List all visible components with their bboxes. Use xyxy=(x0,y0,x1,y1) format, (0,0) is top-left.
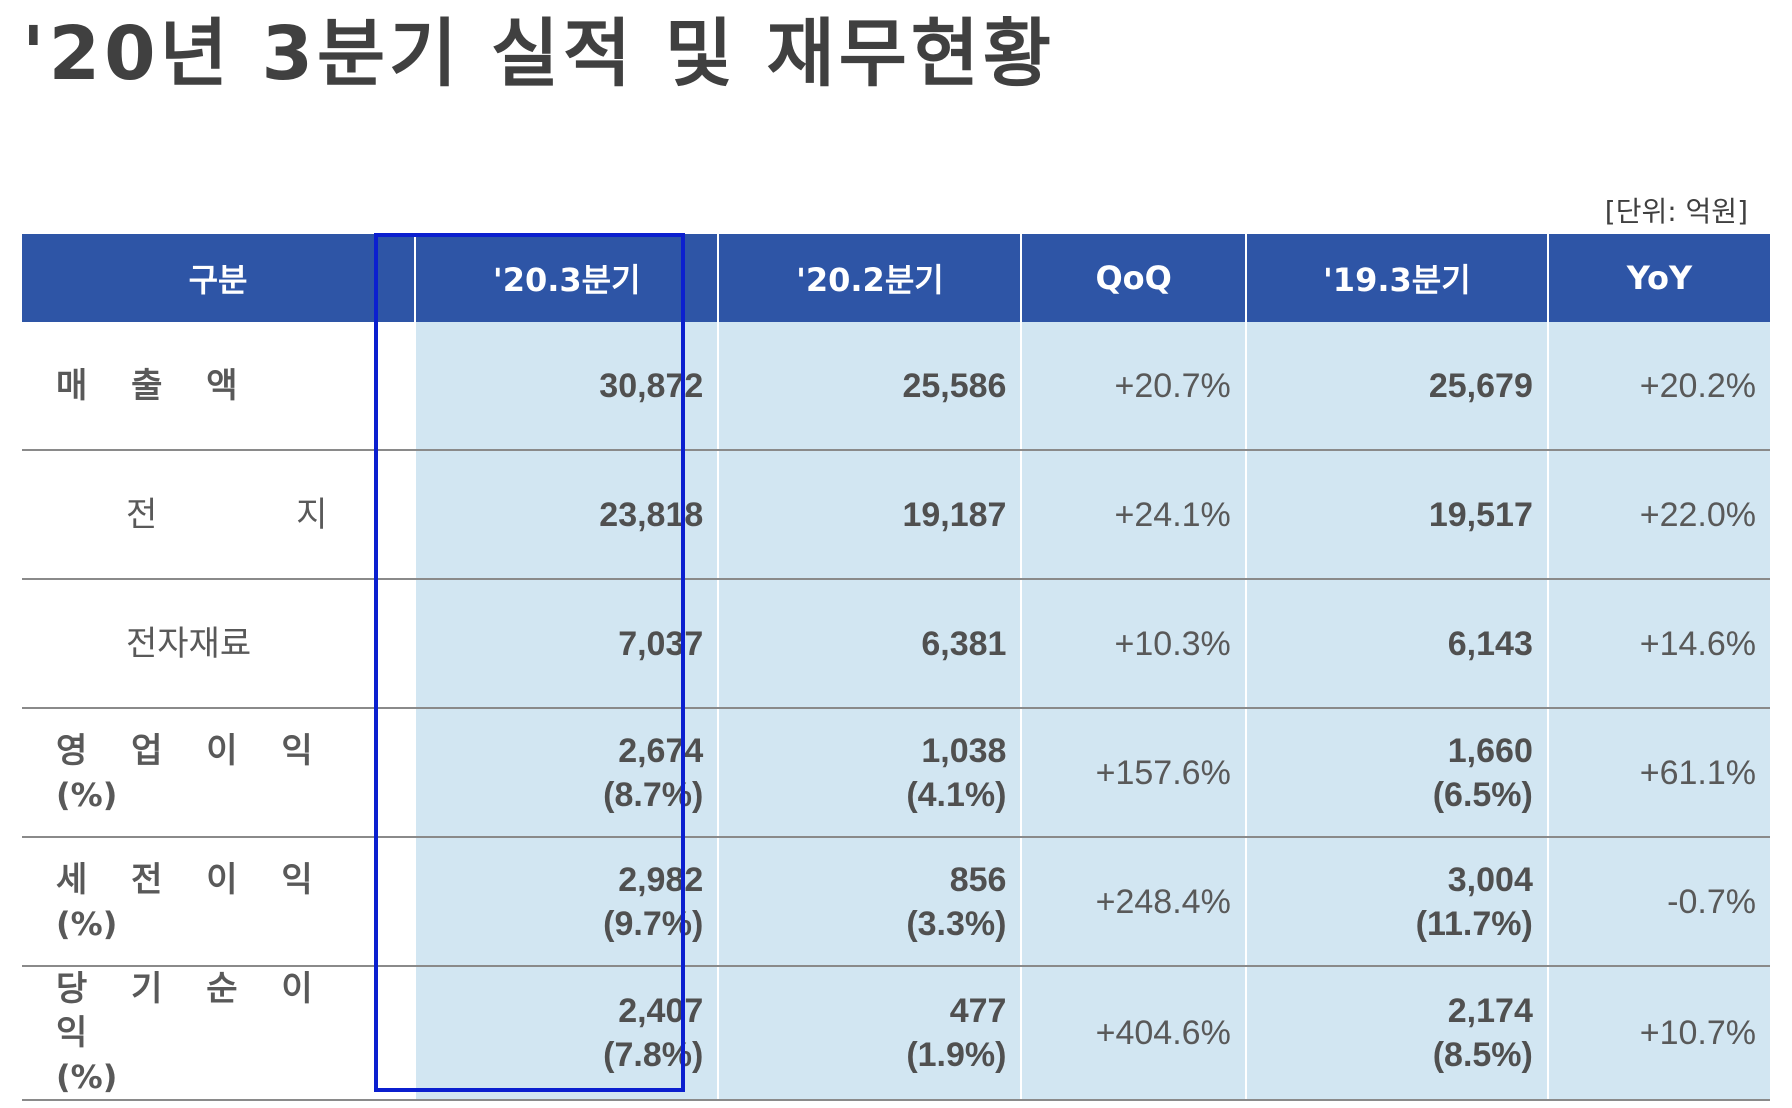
value-main: 856 xyxy=(949,860,1007,899)
value-yoy: +22.0% xyxy=(1547,450,1770,580)
value-qoq: +157.6% xyxy=(1021,708,1247,838)
header-q2-2020: '20.2분기 xyxy=(718,234,1023,322)
value-q3-2019: 3,004 (11.7%) xyxy=(1245,837,1549,967)
value-qoq: +24.1% xyxy=(1021,450,1247,580)
row-label: 당 기 순 이 익 xyxy=(56,969,329,1053)
row-label-cell: 영 업 이 익 (%) xyxy=(22,708,417,838)
value-yoy: +14.6% xyxy=(1547,579,1770,709)
value-q2-2020: 25,586 xyxy=(718,322,1023,451)
header-row: 구분 '20.3분기 '20.2분기 QoQ '19.3분기 YoY xyxy=(22,234,1770,322)
header-q3-2020: '20.3분기 xyxy=(415,234,720,322)
value-q3-2020: 2,407 (7.8%) xyxy=(415,966,720,1101)
row-label: 세 전 이 익 xyxy=(56,859,329,900)
value-q3-2019: 19,517 xyxy=(1245,450,1549,580)
value-qoq: +20.7% xyxy=(1021,322,1247,451)
page-title: '20년 3분기 실적 및 재무현황 xyxy=(22,11,1055,97)
row-sublabel: (%) xyxy=(56,775,118,814)
value-ratio: (11.7%) xyxy=(1415,904,1533,943)
value-q2-2020: 6,381 xyxy=(718,579,1023,709)
value-yoy: -0.7% xyxy=(1547,837,1770,967)
value-q3-2020: 2,674 (8.7%) xyxy=(415,708,720,838)
value-q3-2019: 2,174 (8.5%) xyxy=(1245,966,1549,1101)
table-row: 영 업 이 익 (%) 2,674 (8.7%) 1,038 (4.1%) +157… xyxy=(22,708,1770,838)
row-sublabel: (%) xyxy=(56,904,118,943)
header-yoy: YoY xyxy=(1547,234,1770,322)
value-q3-2019: 6,143 xyxy=(1245,579,1549,709)
value-ratio: (1.9%) xyxy=(906,1036,1007,1074)
unit-label: [단위: 억원] xyxy=(1604,195,1748,228)
value-ratio: (3.3%) xyxy=(906,904,1007,943)
value-main: 2,982 xyxy=(618,860,704,899)
row-label-text: 전 지 xyxy=(126,494,392,535)
table-row: 세 전 이 익 (%) 2,982 (9.7%) 856 (3.3%) +248.4… xyxy=(22,837,1770,967)
value-yoy: +61.1% xyxy=(1547,708,1770,838)
row-label: 전 지 xyxy=(56,495,391,535)
value-yoy: +20.2% xyxy=(1547,322,1770,451)
table-row: 전자재료 7,037 6,381 +10.3% 6,143 +14.6% xyxy=(22,579,1770,709)
value-q2-2020: 1,038 (4.1%) xyxy=(718,708,1023,838)
header-qoq: QoQ xyxy=(1021,234,1247,322)
row-label-cell: 당 기 순 이 익 (%) xyxy=(22,966,417,1101)
value-main: 2,674 xyxy=(618,731,704,770)
row-label: 매 출 액 xyxy=(56,365,254,406)
row-label-cell: 매 출 액 xyxy=(22,322,417,451)
row-label-cell: 전자재료 xyxy=(22,579,417,709)
table-row: 당 기 순 이 익 (%) 2,407 (7.8%) 477 (1.9%) +404… xyxy=(22,966,1770,1101)
value-ratio: (7.8%) xyxy=(603,1036,704,1074)
row-label-cell: 세 전 이 익 (%) xyxy=(22,837,417,967)
value-ratio: (9.7%) xyxy=(603,904,704,943)
value-q3-2020: 23,818 xyxy=(415,450,720,580)
value-q3-2020: 2,982 (9.7%) xyxy=(415,837,720,967)
table-row: 매 출 액 30,872 25,586 +20.7% 25,679 +20.2% xyxy=(22,322,1770,451)
value-ratio: (8.5%) xyxy=(1432,1036,1533,1074)
value-ratio: (4.1%) xyxy=(906,775,1007,814)
value-qoq: +404.6% xyxy=(1021,966,1247,1101)
value-main: 1,660 xyxy=(1447,731,1533,770)
value-ratio: (6.5%) xyxy=(1432,775,1533,814)
value-ratio: (8.7%) xyxy=(603,775,704,814)
header-q3-2019: '19.3분기 xyxy=(1245,234,1549,322)
row-label: 전자재료 xyxy=(126,623,252,664)
value-q3-2019: 25,679 xyxy=(1245,322,1549,451)
value-q3-2019: 1,660 (6.5%) xyxy=(1245,708,1549,838)
header-category: 구분 xyxy=(22,234,417,322)
value-main: 1,038 xyxy=(921,731,1007,770)
value-yoy: +10.7% xyxy=(1547,966,1770,1101)
value-main: 2,174 xyxy=(1447,992,1533,1030)
value-q2-2020: 477 (1.9%) xyxy=(718,966,1023,1101)
value-q2-2020: 856 (3.3%) xyxy=(718,837,1023,967)
row-sublabel: (%) xyxy=(56,1058,118,1096)
row-label: 영 업 이 익 xyxy=(56,730,329,771)
value-q3-2020: 30,872 xyxy=(415,322,720,451)
financial-table: 구분 '20.3분기 '20.2분기 QoQ '19.3분기 YoY 매 출 액… xyxy=(22,234,1770,1101)
value-main: 477 xyxy=(949,992,1007,1030)
row-label-cell: 전 지 xyxy=(22,450,417,580)
table-row: 전 지 23,818 19,187 +24.1% 19,517 +22.0% xyxy=(22,450,1770,580)
value-q3-2020: 7,037 xyxy=(415,579,720,709)
value-qoq: +248.4% xyxy=(1021,837,1247,967)
value-main: 2,407 xyxy=(618,992,704,1030)
value-main: 3,004 xyxy=(1447,860,1533,899)
value-qoq: +10.3% xyxy=(1021,579,1247,709)
value-q2-2020: 19,187 xyxy=(718,450,1023,580)
